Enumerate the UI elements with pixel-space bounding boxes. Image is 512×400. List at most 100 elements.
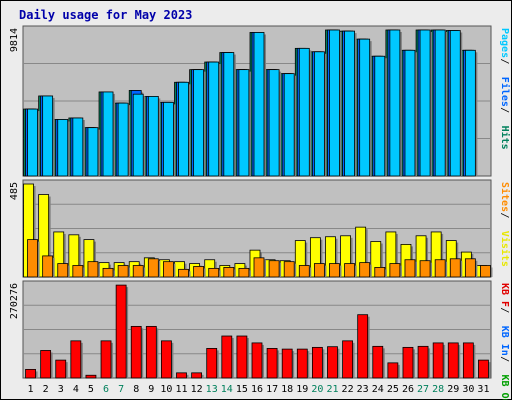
bar-visits-sites-day-15 [238,267,250,278]
bar-visits-sites-day-13 [208,267,220,278]
bar-visits-sites-day-25 [389,263,401,278]
legend-sites: Sites [499,182,511,212]
bar-hits-pages-day-23 [359,38,371,177]
bar-hits-pages-day-13 [208,61,220,177]
legend-kbytes: KB F / KB In / KB Out [499,283,510,400]
bar-kbytes-kb-f-day-9 [145,325,157,379]
x-tick-label-day-12: 12 [191,384,203,395]
bar-kbytes-kb-f-day-11 [176,372,187,379]
bar-hits-pages-day-2 [42,95,54,177]
bar-kbytes-kb-f-day-22 [342,340,353,379]
bar-visits-sites-day-10 [163,261,174,278]
bar-kbytes-kb-f-day-27 [417,345,429,379]
bar-hits-pages-day-26 [404,49,416,177]
bar-visits-sites-day-28 [434,259,446,278]
bar-visits-sites-day-4 [72,265,84,278]
bar-hits-pages-day-17 [268,69,280,177]
x-tick-label-day-11: 11 [175,384,187,395]
bar-kbytes-kb-f-day-21 [327,346,338,379]
bar-hits-pages-day-12 [193,69,205,177]
bar-hits-pages-day-19 [298,47,310,177]
bar-hits-pages-day-24 [374,55,386,177]
bar-hits-pages-day-6 [102,91,114,177]
legend-separator: / [499,107,510,113]
bar-kbytes-kb-f-day-20 [311,346,323,379]
legend-kb-f: KB F [499,283,510,307]
bar-hits-pages-day-28 [434,29,446,177]
bar-visits-sites-day-7 [117,265,129,278]
bar-hits-pages-day-7 [117,102,129,177]
x-tick-label-day-4: 4 [73,384,79,395]
x-tick-label-day-7: 7 [118,384,124,395]
bar-hits-pages-day-3 [57,119,69,177]
bar-kbytes-kb-f-day-1 [25,368,36,379]
bar-kbytes-kb-f-day-16 [251,342,263,379]
bar-kbytes-kb-f-day-2 [40,350,52,379]
bar-hits-pages-day-4 [72,117,84,177]
x-tick-label-day-2: 2 [43,384,49,395]
bar-kbytes-kb-f-day-31 [478,359,489,379]
bar-visits-sites-day-24 [374,267,386,278]
x-tick-label-day-10: 10 [160,384,172,395]
bar-hits-pages-day-9 [147,96,159,177]
bar-kbytes-kb-f-day-29 [447,342,459,379]
bar-kbytes-kb-f-day-15 [236,335,248,379]
bar-kbytes-kb-f-day-30 [462,342,474,379]
x-tick-label-day-28: 28 [432,384,444,395]
legend-files: Files [499,77,511,107]
bar-kbytes-kb-f-day-4 [70,340,82,379]
bar-kbytes-kb-f-day-25 [387,362,399,379]
bar-hits-pages-day-14 [223,52,235,177]
x-tick-label-day-5: 5 [88,384,94,395]
x-tick-label-day-18: 18 [281,384,293,395]
bar-kbytes-kb-f-day-24 [372,345,384,379]
bar-kbytes-kb-f-day-26 [402,346,414,379]
bar-kbytes-kb-f-day-14 [221,335,233,379]
bar-visits-sites-day-23 [359,262,371,278]
bar-hits-pages-day-22 [344,30,355,177]
bar-visits-sites-day-1 [27,239,38,278]
bar-kbytes-kb-f-day-7 [115,284,127,379]
bar-hits-pages-day-20 [313,51,325,177]
bar-hits-pages-day-10 [163,101,174,177]
bar-kbytes-kb-f-day-28 [432,342,444,379]
x-tick-label-day-24: 24 [372,384,384,395]
bar-hits-pages-day-15 [238,69,250,177]
bar-hits-pages-day-21 [329,29,340,177]
x-tick-label-day-26: 26 [402,384,414,395]
bar-visits-sites-day-12 [193,266,205,278]
x-tick-label-day-14: 14 [221,384,233,395]
x-tick-label-day-17: 17 [266,384,278,395]
bar-kbytes-kb-f-day-13 [206,348,218,379]
bar-kbytes-kb-f-day-3 [55,359,67,379]
x-tick-label-day-21: 21 [326,384,338,395]
x-tick-label-day-25: 25 [387,384,399,395]
bar-hits-pages-day-5 [87,127,99,177]
bar-visits-sites-day-17 [268,260,280,278]
bar-kbytes-kb-f-day-23 [357,314,369,379]
bar-visits-sites-day-16 [253,257,265,278]
bar-visits-sites-day-21 [329,263,340,278]
bar-hits-pages-day-30 [464,49,476,177]
x-tick-label-day-9: 9 [148,384,154,395]
bar-hits-pages-day-16 [253,32,265,177]
bar-visits-sites-day-19 [298,265,310,278]
bar-kbytes-kb-f-day-12 [191,372,203,379]
bar-visits-sites-day-9 [147,258,159,278]
x-tick-label-day-31: 31 [477,384,489,395]
bar-kbytes-kb-f-day-17 [266,348,278,379]
x-tick-label-day-29: 29 [447,384,459,395]
bar-visits-sites-day-26 [404,259,416,278]
x-tick-label-day-20: 20 [311,384,323,395]
bar-hits-pages-day-8 [132,93,144,177]
bar-visits-sites-day-14 [223,267,235,278]
legend-visits: Visits [499,231,511,267]
bar-visits-sites-day-2 [42,255,54,278]
bar-hits-pages-day-11 [178,81,189,177]
bar-kbytes-kb-f-day-19 [296,348,308,379]
x-tick-label-day-27: 27 [417,384,429,395]
bar-visits-sites-day-11 [178,268,189,278]
bar-hits-pages-day-27 [419,29,431,177]
bar-visits-sites-day-29 [449,258,461,278]
